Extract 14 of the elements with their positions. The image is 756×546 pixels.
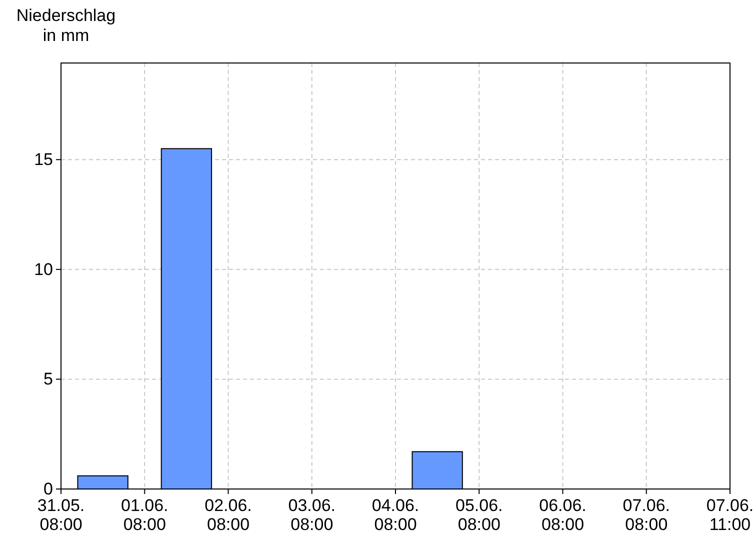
x-tick-label: 05.06. 08:00 <box>455 496 503 534</box>
x-tick-label: 03.06. 08:00 <box>288 496 336 534</box>
x-tick-label: 02.06. 08:00 <box>204 496 252 534</box>
y-tick-label: 5 <box>44 370 53 389</box>
x-tick-label: 01.06. 08:00 <box>120 496 168 534</box>
x-tick-label: 06.06. 08:00 <box>539 496 586 534</box>
x-tick-label: 07.06. 11:00 <box>706 496 754 534</box>
x-tick-label: 07.06. 08:00 <box>622 496 670 534</box>
x-tick-label: 04.06. 08:00 <box>372 496 420 534</box>
x-tick-label: 31.05. 08:00 <box>37 496 85 534</box>
y-tick-label: 0 <box>44 479 53 498</box>
y-tick-label: 15 <box>34 150 53 170</box>
y-tick-label: 10 <box>34 260 53 279</box>
y-axis-title: Niederschlag in mm <box>16 6 116 45</box>
